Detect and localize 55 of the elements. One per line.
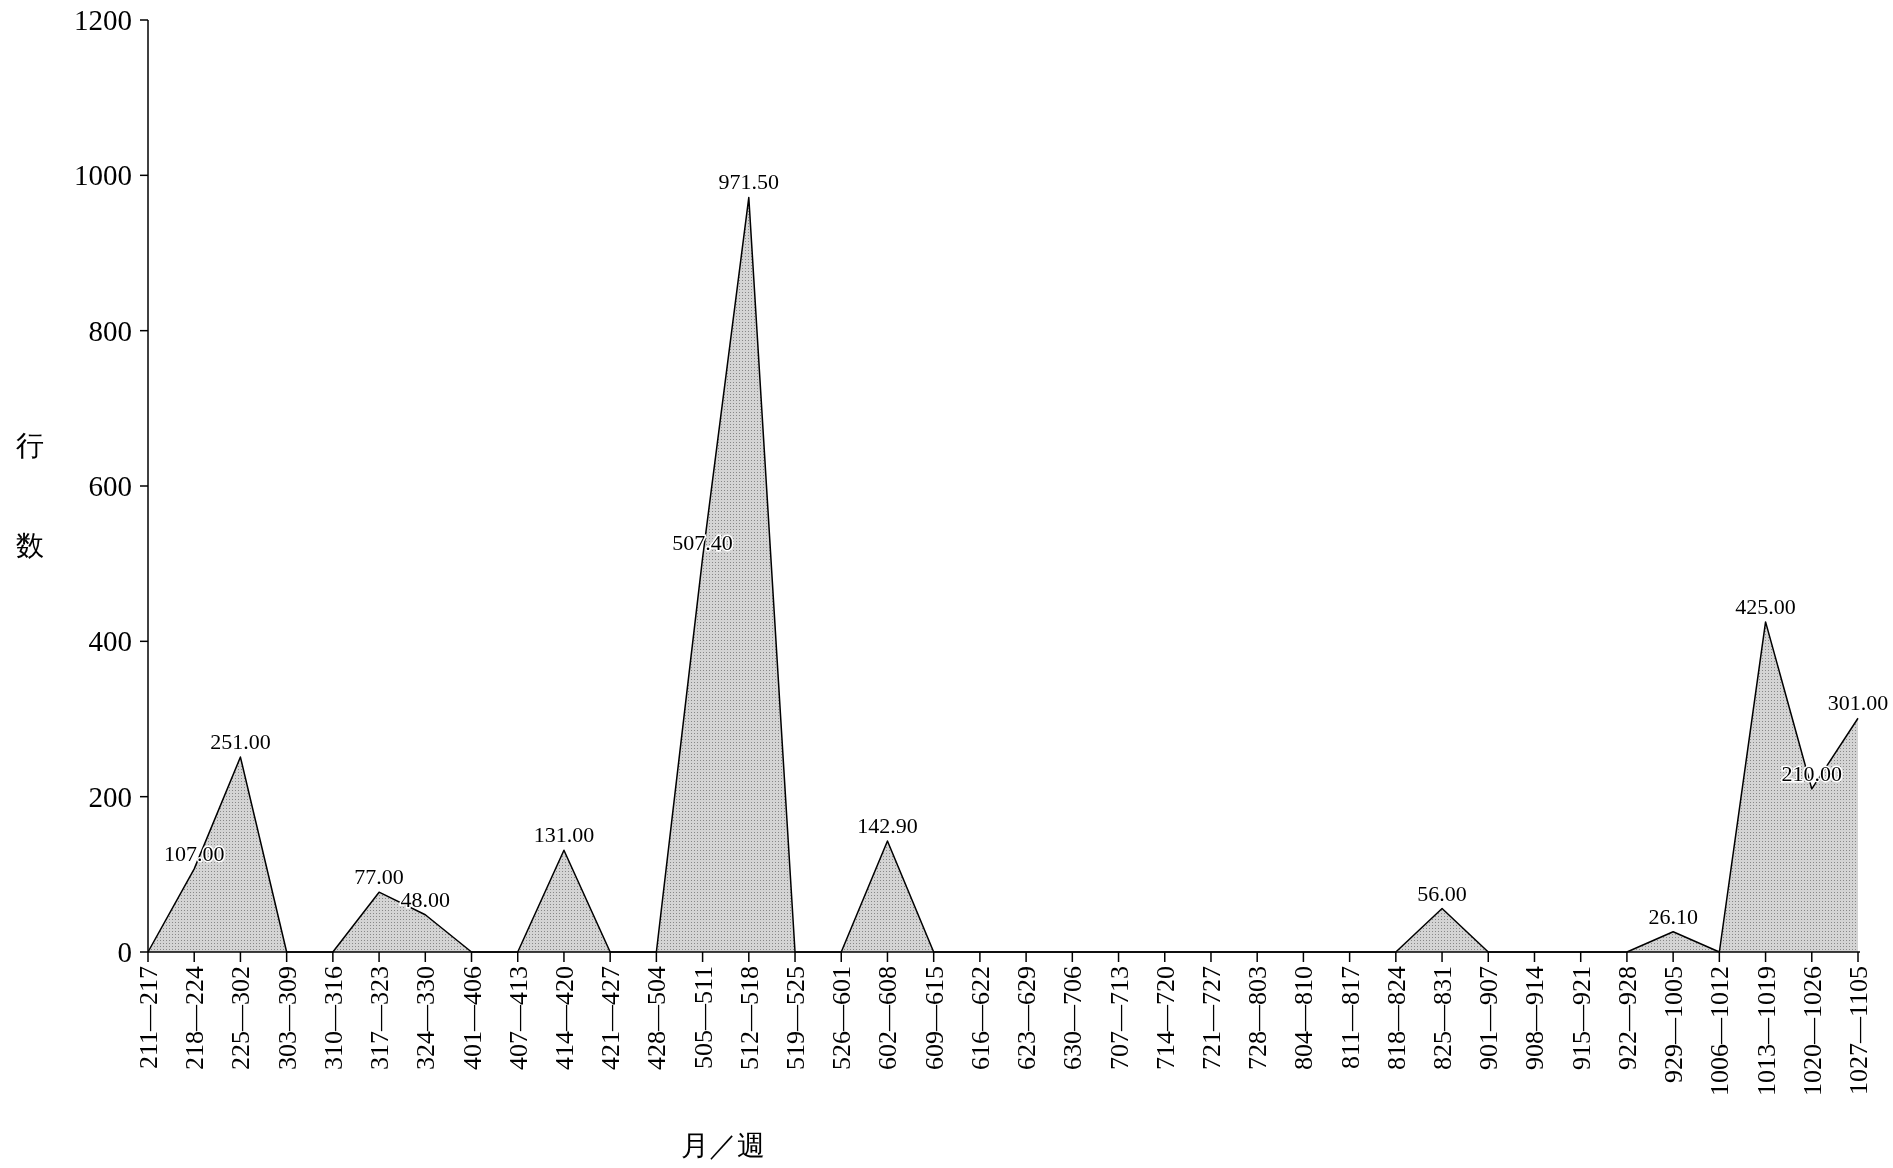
x-tick-label: 303—309: [272, 966, 302, 1070]
x-tick-label: 908—914: [1520, 966, 1550, 1070]
y-axis-title: 行数: [14, 410, 46, 610]
x-tick-label: 922—928: [1612, 966, 1642, 1070]
x-tick-label: 602—608: [873, 966, 903, 1070]
x-tick-label: 609—615: [919, 966, 949, 1070]
x-tick-label: 428—504: [642, 966, 672, 1070]
x-tick-label: 811—817: [1335, 966, 1365, 1070]
x-tick-label: 225—302: [226, 966, 256, 1070]
x-tick-label: 630—706: [1058, 966, 1088, 1070]
x-tick-label: 728—803: [1243, 966, 1273, 1070]
x-tick-label: 707—713: [1104, 966, 1134, 1070]
x-tick-label: 623—629: [1012, 966, 1042, 1070]
x-tick-label: 211—217: [134, 966, 163, 1070]
y-tick-label: 1200: [74, 4, 132, 36]
data-label: 971.50: [718, 169, 780, 195]
data-label: 131.00: [533, 822, 595, 848]
data-label: 56.00: [1417, 880, 1467, 906]
x-tick-label: 526—601: [827, 966, 857, 1070]
x-tick-label: 414—420: [549, 966, 579, 1070]
x-tick-label: 901—907: [1474, 966, 1504, 1070]
y-tick-label: 200: [88, 780, 132, 813]
x-tick-label: 310—316: [318, 966, 348, 1070]
data-label: 251.00: [210, 729, 271, 755]
x-tick-label: 218—224: [180, 966, 210, 1070]
x-tick-label: 505—511: [688, 966, 718, 1070]
x-tick-label: 317—323: [365, 966, 395, 1070]
y-tick-label: 800: [88, 314, 132, 347]
x-tick-label: 721—727: [1196, 966, 1226, 1070]
data-label: 425.00: [1735, 593, 1796, 619]
x-tick-label: 825—831: [1428, 966, 1458, 1070]
x-tick-label: 407—413: [503, 966, 533, 1070]
data-label: 26.10: [1648, 903, 1698, 929]
x-tick-label: 804—810: [1289, 966, 1319, 1070]
x-tick-label: 1013—1019: [1751, 966, 1781, 1096]
y-tick-label: 400: [88, 625, 132, 658]
x-tick-label: 915—921: [1566, 966, 1596, 1070]
x-tick-label: 512—518: [734, 966, 764, 1070]
y-tick-label: 1000: [74, 159, 132, 192]
data-label: 301.00: [1827, 690, 1889, 716]
x-tick-label: 616—622: [965, 966, 995, 1070]
x-tick-label: 818—824: [1381, 966, 1411, 1070]
x-tick-label: 519—525: [781, 966, 811, 1070]
x-tick-label: 1006—1012: [1705, 966, 1735, 1096]
x-tick-label: 1020—1026: [1797, 966, 1827, 1096]
x-tick-label: 1027—1105: [1844, 966, 1873, 1096]
x-tick-label: 401—406: [457, 966, 487, 1070]
y-tick-label: 600: [88, 470, 132, 502]
x-axis-title: 月／週: [681, 1130, 765, 1161]
y-tick-label: 0: [117, 936, 132, 968]
x-tick-label: 714—720: [1150, 966, 1180, 1070]
x-tick-label: 421—427: [596, 966, 626, 1070]
data-label: 142.90: [857, 813, 918, 839]
x-tick-label: 929—1005: [1659, 966, 1689, 1083]
x-tick-label: 324—330: [411, 966, 441, 1070]
